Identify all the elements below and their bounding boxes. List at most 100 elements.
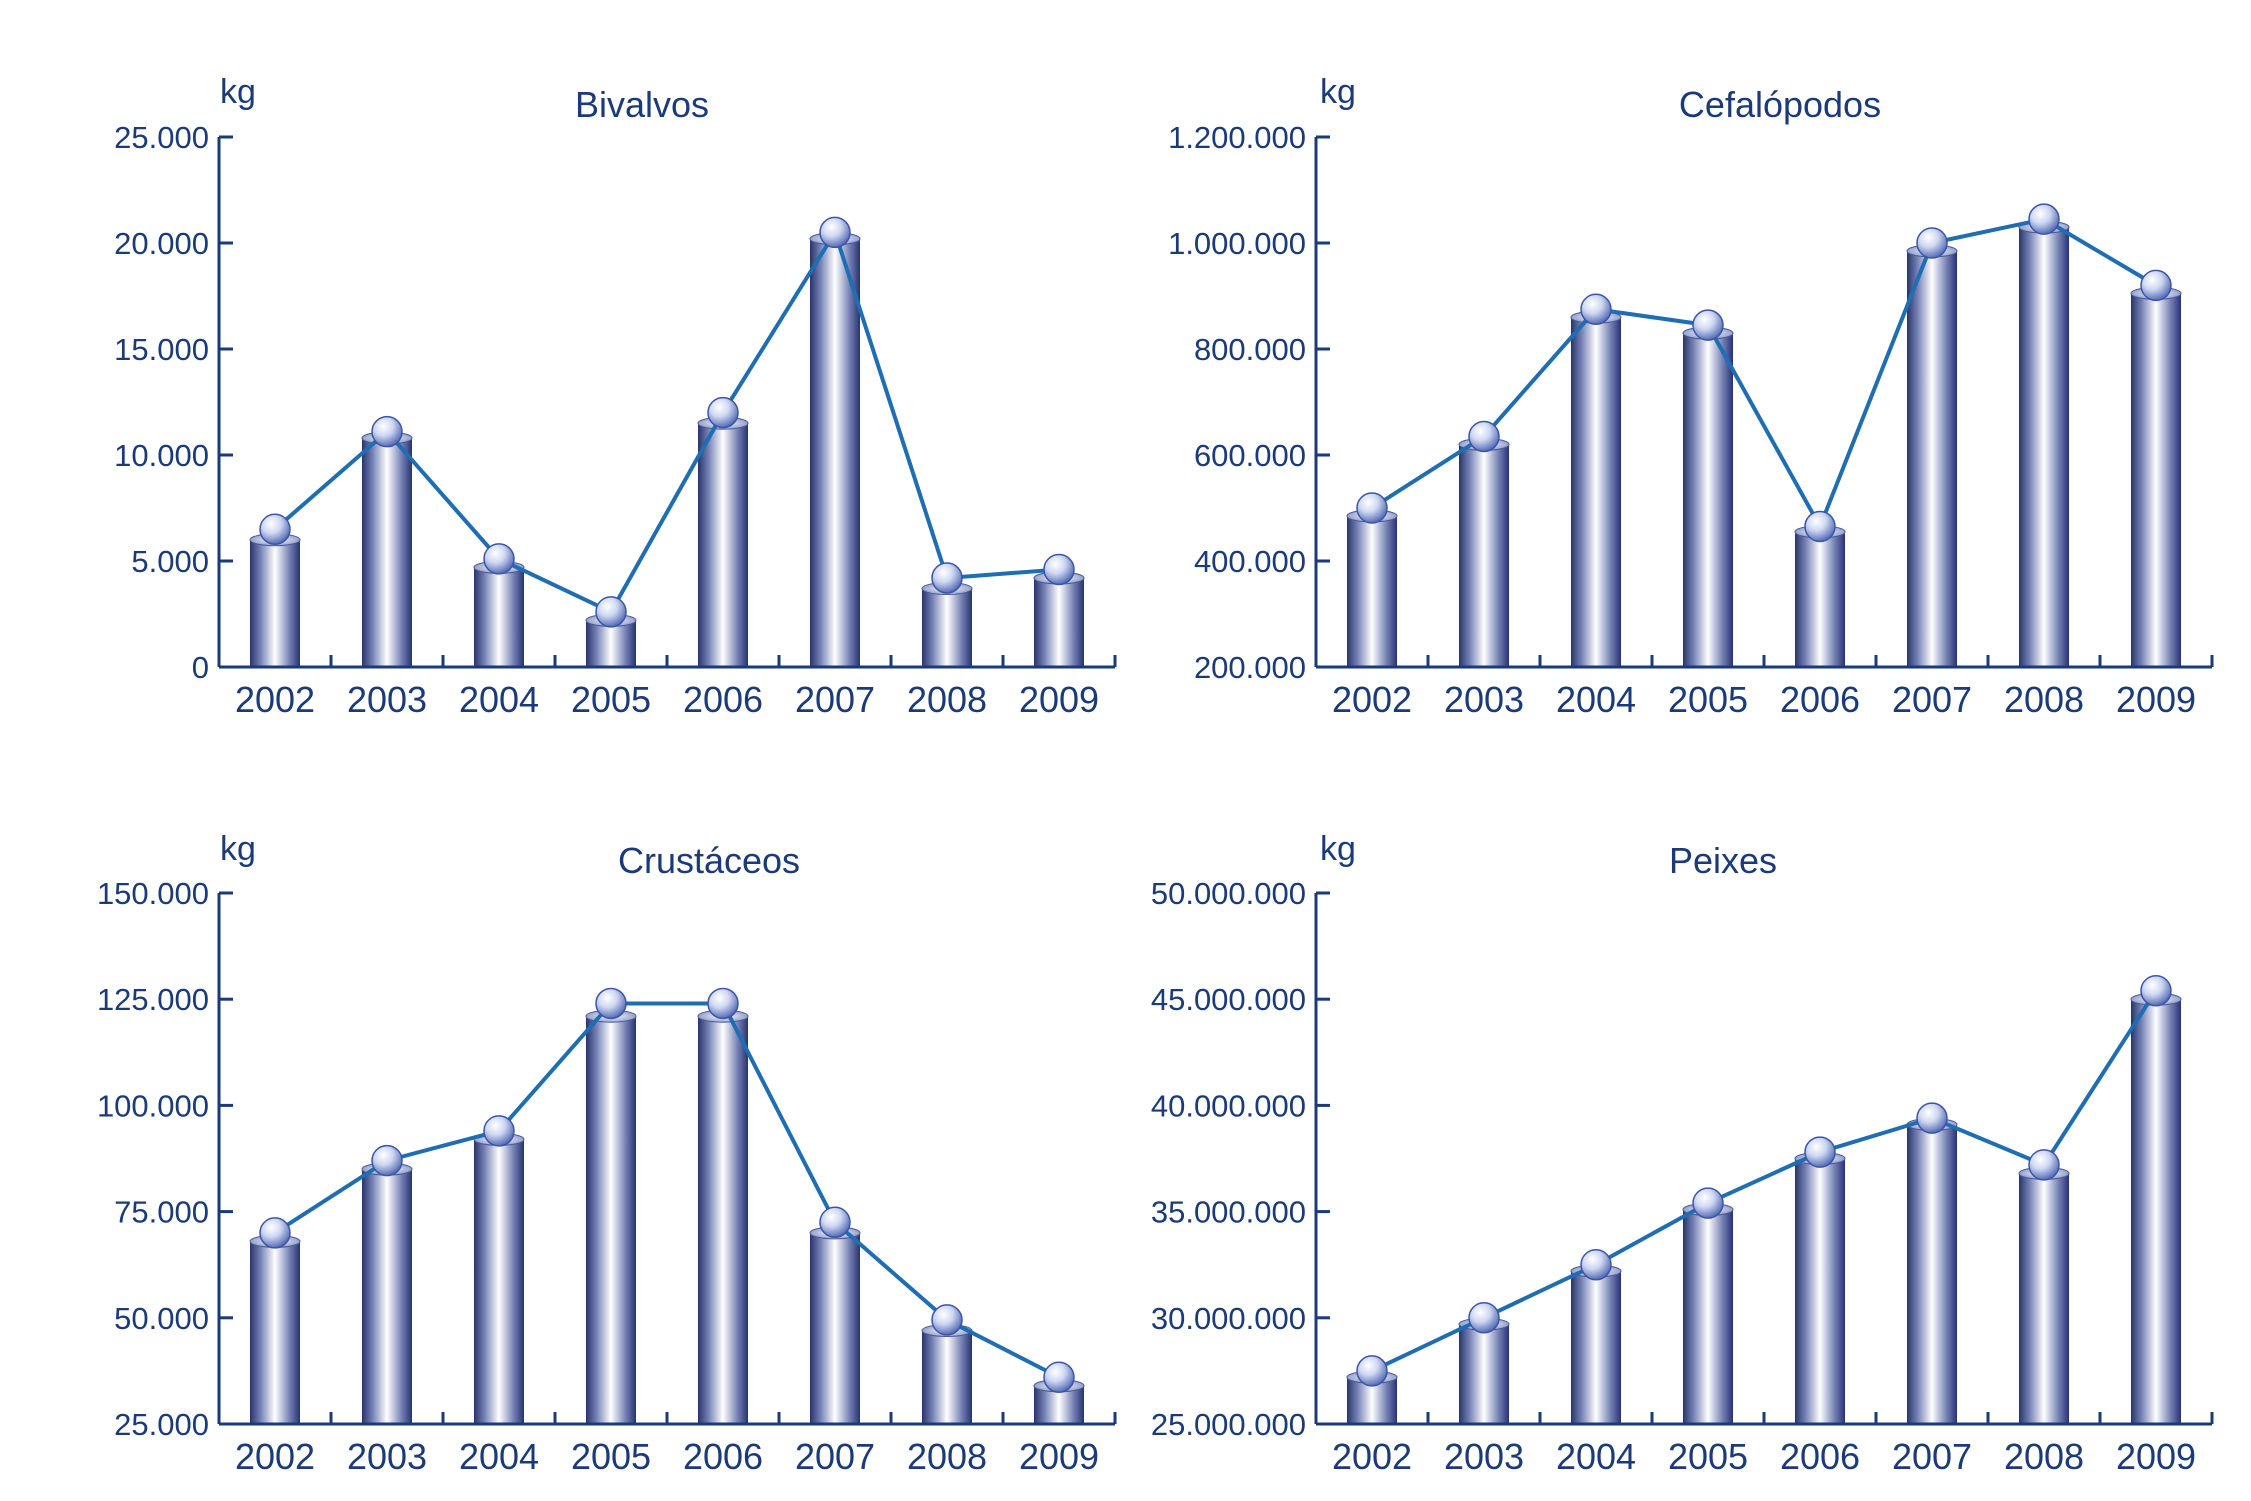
x-tick-label: 2006 [1780, 679, 1860, 720]
bar [2130, 286, 2182, 667]
y-tick-label: 75.000 [114, 1195, 209, 1230]
data-point [595, 596, 627, 628]
data-point [1692, 309, 1724, 341]
bar [249, 1234, 301, 1424]
x-tick-label: 2007 [1892, 679, 1972, 720]
y-tick-label: 1.200.000 [1168, 120, 1306, 155]
bar [1794, 1152, 1846, 1424]
bar [1682, 1202, 1734, 1424]
x-tick-label: 2005 [571, 1436, 651, 1477]
y-tick-label: 800.000 [1194, 332, 1306, 367]
bar [1458, 1317, 1510, 1424]
y-axis-unit-label: kg [1320, 73, 1356, 111]
x-tick-label: 2008 [2004, 1436, 2084, 1477]
data-point [1580, 1248, 1612, 1281]
y-axis-unit-label: kg [220, 830, 256, 868]
data-point [819, 216, 851, 249]
x-tick-label: 2009 [1019, 1436, 1099, 1477]
y-tick-label: 0 [192, 650, 209, 685]
bar [809, 1226, 861, 1424]
y-tick-label: 15.000 [114, 332, 209, 367]
x-tick-label: 2008 [907, 679, 987, 720]
data-point [259, 1217, 291, 1249]
bar [473, 560, 525, 667]
y-tick-label: 100.000 [97, 1088, 209, 1123]
data-point [707, 987, 739, 1020]
y-axis-unit-label: kg [1320, 830, 1356, 868]
bar [249, 533, 301, 667]
bar [1682, 326, 1734, 667]
y-tick-label: 400.000 [1194, 544, 1306, 579]
x-tick-label: 2008 [2004, 679, 2084, 720]
data-point [1692, 1187, 1724, 1219]
data-point [819, 1206, 851, 1238]
chart-title: Cefalópodos [1679, 84, 1881, 125]
y-tick-label: 600.000 [1194, 438, 1306, 473]
y-tick-label: 50.000.000 [1151, 876, 1306, 911]
data-point [1916, 227, 1948, 259]
y-tick-label: 40.000.000 [1151, 1088, 1306, 1123]
y-tick-label: 50.000 [114, 1301, 209, 1336]
data-point [931, 1304, 963, 1336]
x-tick-label: 2003 [1444, 1436, 1524, 1477]
x-tick-label: 2005 [1668, 1436, 1748, 1477]
chart-panel: Crustáceos kg 25.000 50.000 75.000 100.000 125… [97, 830, 1117, 1477]
x-tick-label: 2009 [1019, 679, 1099, 720]
chart-panel: Peixes kg 25.000.000 30.000.000 35.000.000 40… [1151, 830, 2214, 1477]
bar [1570, 310, 1622, 667]
data-point [1356, 1355, 1388, 1387]
x-tick-label: 2002 [1332, 1436, 1412, 1477]
bar [1570, 1264, 1622, 1424]
bar [921, 582, 973, 667]
data-point [1804, 1136, 1836, 1168]
x-tick-label: 2007 [795, 679, 875, 720]
y-tick-label: 125.000 [97, 982, 209, 1017]
chart-title: Bivalvos [575, 84, 709, 125]
bar [697, 416, 749, 667]
data-point [1043, 1361, 1075, 1394]
y-tick-label: 20.000 [114, 226, 209, 261]
bar [473, 1132, 525, 1424]
bar [1033, 571, 1085, 667]
series-line [1370, 217, 2158, 529]
x-tick-label: 2003 [347, 679, 427, 720]
bar [1906, 244, 1958, 667]
x-tick-label: 2005 [571, 679, 651, 720]
bar [2018, 1166, 2070, 1424]
data-point [2028, 203, 2060, 235]
bar [585, 1009, 637, 1424]
y-tick-label: 25.000 [114, 120, 209, 155]
x-tick-label: 2002 [235, 679, 315, 720]
y-tick-label: 25.000 [114, 1407, 209, 1442]
x-tick-label: 2004 [1556, 679, 1636, 720]
series-line [273, 230, 1060, 614]
bar [2130, 992, 2182, 1424]
x-tick-label: 2007 [1892, 1436, 1972, 1477]
chart-panel: Cefalópodos kg 200.000 400.000 600.000 800.00… [1168, 73, 2214, 720]
data-point [371, 415, 403, 448]
bar [921, 1324, 973, 1424]
x-tick-label: 2005 [1668, 679, 1748, 720]
x-tick-label: 2009 [2116, 1436, 2196, 1477]
bar [1458, 437, 1510, 667]
x-tick-label: 2004 [459, 679, 539, 720]
data-point [2140, 269, 2172, 302]
data-point [1580, 293, 1612, 325]
data-point [1804, 510, 1836, 543]
y-tick-label: 35.000.000 [1151, 1195, 1306, 1230]
chart-panel: Bivalvos kg 0 5.000 10.000 15.000 20.000 25.000… [114, 73, 1117, 720]
bar [1346, 509, 1398, 667]
chart-title: Peixes [1669, 840, 1777, 881]
data-point [1043, 553, 1075, 586]
bar [697, 1009, 749, 1424]
bar [1794, 525, 1846, 667]
y-tick-label: 150.000 [97, 876, 209, 911]
x-tick-label: 2009 [2116, 679, 2196, 720]
y-tick-label: 5.000 [131, 544, 209, 579]
data-point [1468, 1302, 1500, 1334]
y-axis-unit-label: kg [220, 73, 256, 111]
data-point [1468, 420, 1500, 453]
data-point [2028, 1149, 2060, 1181]
chart-title: Crustáceos [618, 840, 800, 881]
